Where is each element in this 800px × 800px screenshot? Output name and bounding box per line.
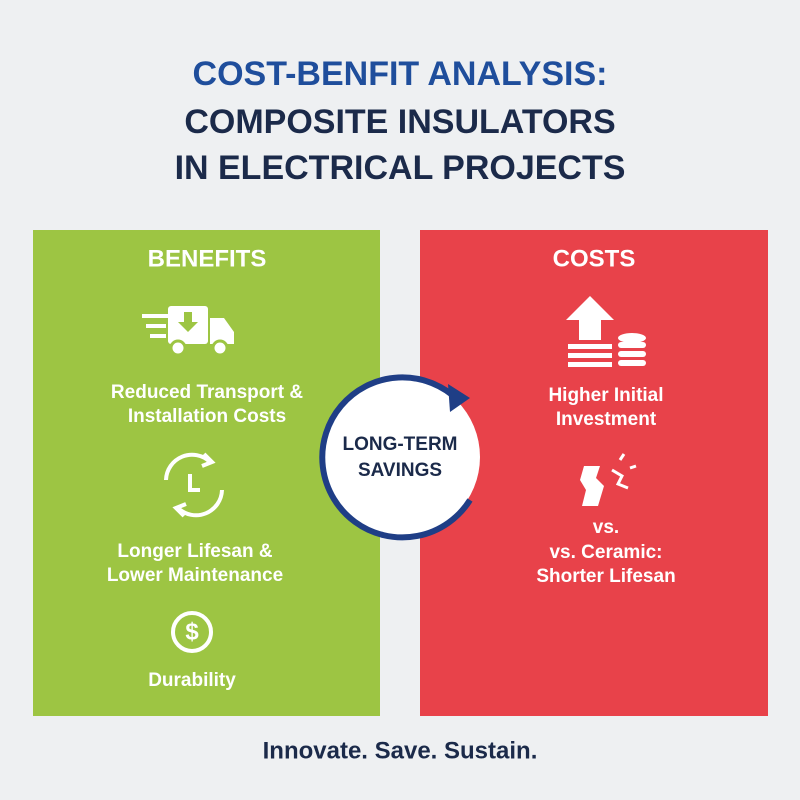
clock-icon [164,452,224,518]
cost-text: vs. Ceramic: [549,542,662,563]
center-text: SAVINGS [358,460,442,481]
benefit-text: Installation Costs [128,406,286,427]
cost-text: vs. [593,517,619,538]
cycle-arrow [319,374,473,541]
benefit-text: Longer Lifesan & [117,541,272,562]
center-text: LONG-TERM [342,434,457,455]
cost-text: Shorter Lifesan [536,566,675,587]
investment-icon [566,296,646,367]
tagline: Innovate. Save. Sustain. [263,737,538,764]
truck-icon [142,306,234,357]
panel-heading: BENEFITS [148,245,267,272]
benefit-text: Durability [148,670,236,691]
arrow-head [448,384,470,412]
panel-heading: COSTS [553,245,636,272]
broken-icon [580,453,637,506]
dollar-icon: $ [171,611,213,653]
title-line: IN ELECTRICAL PROJECTS [175,149,626,187]
center-circle [320,377,480,537]
benefit-text: Lower Maintenance [107,565,283,586]
title-line: COST-BENFIT ANALYSIS: [193,55,608,93]
svg-text:$: $ [185,618,199,645]
cost-text: Investment [556,409,657,430]
title-line: COMPOSITE INSULATORS [184,103,615,141]
benefit-text: Reduced Transport & [111,382,303,403]
cost-text: Higher Initial [548,385,663,406]
